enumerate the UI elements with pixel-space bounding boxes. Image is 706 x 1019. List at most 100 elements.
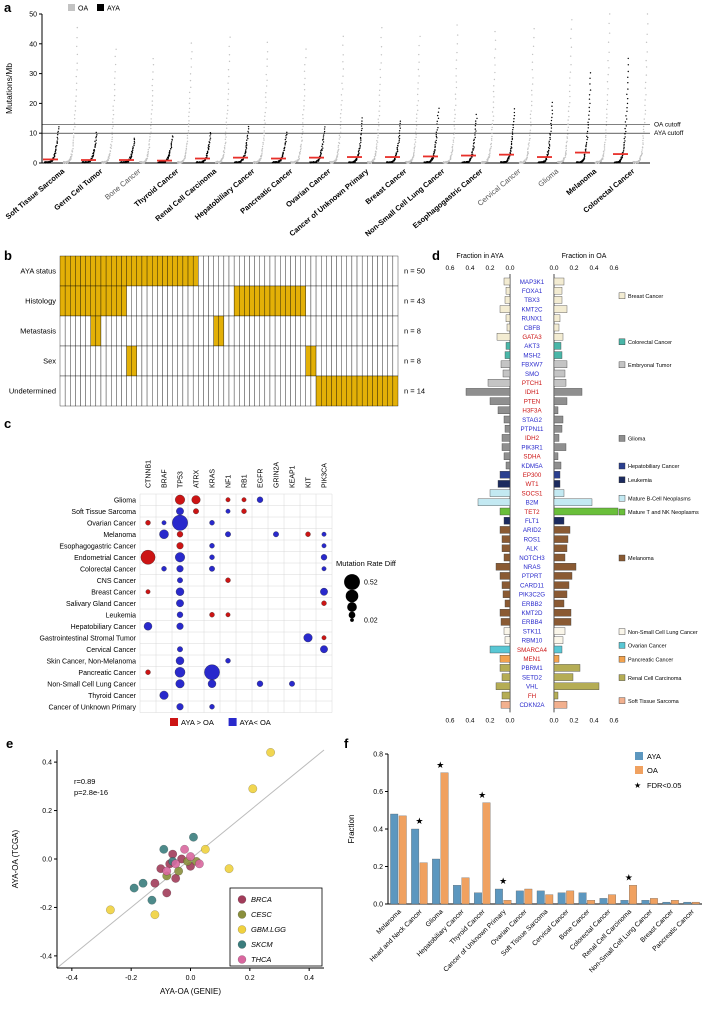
d-aya-bar: [503, 452, 511, 461]
b-cell: [167, 285, 173, 317]
b-cell: [167, 255, 173, 287]
b-cell: [264, 315, 271, 347]
d-gene-label: TBX3: [524, 297, 540, 304]
b-cell: [254, 285, 260, 317]
d-bottom-tick: 0.4: [589, 717, 598, 724]
a-oa-point: [607, 59, 609, 62]
b-cell: [228, 375, 235, 407]
b-cell: [290, 315, 296, 347]
a-oa-point: [257, 161, 260, 163]
d-legend-swatch: [618, 674, 626, 681]
a-oa-point: [299, 150, 302, 153]
a-aya-point: [209, 133, 212, 135]
b-cell: [351, 285, 358, 317]
a-oa-point: [486, 159, 489, 161]
a-oa-point: [337, 144, 340, 147]
d-bottom-tick: 0.0: [549, 717, 558, 724]
e-legend-label: SKCM: [251, 940, 273, 949]
a-aya-point: [398, 137, 401, 140]
a-oa-point: [455, 59, 458, 61]
a-y-tick-label: 40: [29, 41, 37, 48]
a-oa-point: [337, 146, 339, 148]
c-bubble: [174, 667, 186, 678]
a-oa-point: [529, 129, 532, 131]
d-aya-bar: [500, 618, 511, 626]
c-bubble: [159, 690, 169, 700]
a-oa-point: [111, 131, 113, 134]
a-oa-point: [338, 134, 341, 137]
d-oa-bar: [553, 563, 577, 571]
b-cell: [85, 345, 91, 377]
a-aya-point: [320, 153, 322, 155]
d-gene-label: PIK3R1: [521, 444, 543, 451]
d-oa-bar: [553, 342, 562, 350]
a-oa-point: [188, 91, 191, 94]
b-cell: [203, 315, 209, 347]
b-cell: [213, 345, 219, 377]
f-category-label: Pancreatic Cancer: [651, 908, 696, 953]
a-oa-point: [227, 88, 230, 90]
a-oa-point: [72, 145, 74, 147]
a-aya-point: [133, 138, 136, 141]
a-oa-point: [184, 154, 187, 157]
a-oa-point: [225, 141, 227, 144]
a-oa-point: [224, 131, 227, 133]
d-legend-swatch: [618, 656, 626, 663]
a-oa-point: [70, 157, 72, 160]
a-aya-point: [588, 106, 590, 109]
a-oa-point: [114, 63, 117, 66]
a-aya-point: [436, 123, 438, 125]
a-oa-point: [527, 143, 530, 145]
a-oa-point: [567, 119, 569, 121]
b-cell: [126, 375, 132, 407]
a-oa-point: [452, 139, 455, 141]
b-cell: [182, 375, 189, 407]
a-aya-point: [208, 143, 210, 146]
a-aya-point: [434, 145, 436, 148]
f-y-tick-label: 0.0: [373, 902, 383, 909]
a-aya-point: [209, 132, 212, 134]
a-oa-point: [224, 148, 226, 150]
b-cell: [182, 255, 189, 287]
a-oa-point: [376, 140, 378, 142]
a-oa-point: [489, 149, 491, 152]
d-legend-swatch: [618, 292, 626, 299]
c-bubble: [289, 680, 295, 687]
a-oa-point: [224, 142, 227, 145]
a-oa-point: [488, 155, 491, 157]
a-aya-point: [359, 143, 361, 145]
c-bubble: [145, 669, 151, 675]
b-cell: [233, 285, 240, 317]
a-aya-point: [96, 134, 98, 136]
a-cutoff-label: AYA cutoff: [654, 130, 683, 137]
d-gene-label: PTCH1: [522, 380, 543, 387]
a-oa-point: [185, 145, 188, 147]
a-oa-point: [417, 68, 420, 71]
a-oa-point: [377, 118, 379, 120]
a-aya-point: [626, 110, 628, 113]
a-oa-point: [111, 127, 114, 130]
a-oa-point: [455, 75, 457, 77]
b-cell: [131, 285, 137, 317]
b-cell: [64, 315, 71, 347]
a-oa-point: [185, 151, 187, 153]
a-oa-point: [606, 99, 609, 102]
d-oa-bar: [553, 452, 559, 461]
b-cell: [146, 285, 153, 317]
a-aya-point: [247, 137, 249, 140]
c-color-legend-swatch: [228, 718, 237, 726]
a-aya-point: [284, 146, 286, 149]
a-aya-point: [56, 138, 59, 140]
a-aya-point: [284, 142, 286, 144]
a-aya-point: [547, 153, 549, 155]
d-oa-bar: [553, 627, 566, 635]
a-oa-point: [452, 141, 455, 143]
a-oa-point: [603, 145, 606, 147]
b-cell: [152, 255, 158, 287]
b-n-label: n = 14: [404, 387, 425, 396]
a-aya-point: [626, 93, 628, 96]
a-oa-point: [372, 160, 374, 162]
b-cell: [162, 285, 168, 317]
d-oa-bar: [553, 645, 563, 654]
a-oa-point: [409, 161, 412, 163]
